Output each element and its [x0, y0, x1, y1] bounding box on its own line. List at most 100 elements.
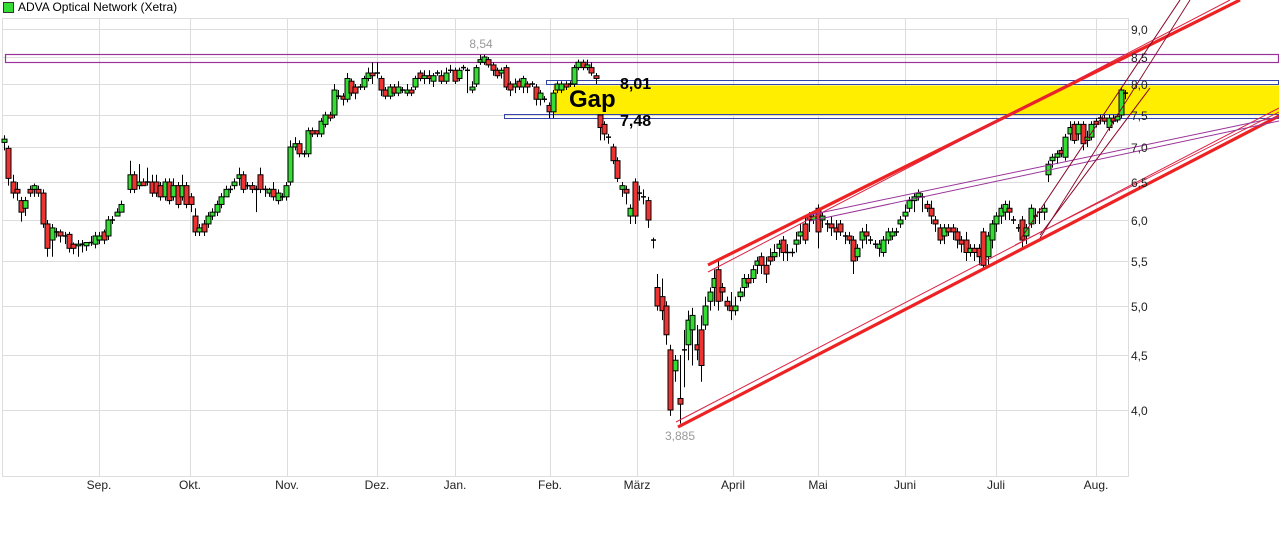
resistance-box: [4, 53, 1279, 64]
candle-body: [382, 89, 389, 97]
candle: [894, 227, 899, 236]
candle-body: [5, 147, 12, 179]
candle: [667, 344, 674, 416]
candle-body: [1088, 123, 1095, 138]
candle-body: [989, 223, 996, 241]
candle-body: [880, 239, 887, 254]
candle: [205, 212, 212, 228]
candle-body: [473, 67, 480, 85]
candle-body: [828, 223, 835, 229]
candle: [110, 216, 115, 224]
candle-body: [667, 349, 674, 411]
candle-body: [520, 77, 527, 88]
candles: [1, 54, 1128, 424]
candle: [584, 59, 591, 71]
candle-body: [70, 243, 77, 249]
candle: [375, 62, 380, 79]
candle-body: [924, 203, 931, 209]
candle-body: [309, 130, 316, 135]
candle: [318, 118, 325, 138]
candle-body: [66, 233, 73, 249]
candle: [66, 231, 73, 253]
candle: [530, 81, 535, 88]
candle-body: [1023, 227, 1030, 237]
candle: [305, 127, 312, 158]
candle-body: [327, 114, 334, 119]
candle: [57, 229, 64, 243]
candle: [889, 227, 896, 241]
candle-body: [270, 188, 277, 198]
candle: [448, 64, 453, 74]
candle: [928, 200, 935, 224]
candle: [989, 220, 996, 249]
candle: [651, 237, 656, 249]
candle: [245, 182, 250, 190]
candle: [218, 193, 225, 209]
candle: [854, 244, 861, 261]
candle: [201, 220, 208, 236]
candle: [249, 182, 256, 194]
candle-body: [724, 300, 731, 307]
candle-body: [469, 86, 476, 91]
candle: [1011, 216, 1016, 224]
x-tick-label: April: [721, 478, 745, 492]
candle-body: [408, 89, 415, 94]
candle-body: [802, 223, 809, 241]
candle-body: [897, 219, 904, 225]
candle-body: [846, 235, 853, 241]
candle-body: [118, 203, 125, 213]
gap-bottom-label: 7,48: [620, 113, 651, 130]
candle-body: [797, 231, 804, 237]
candle: [614, 157, 621, 182]
candle: [707, 287, 714, 311]
candle-body: [378, 77, 385, 91]
gap-fill: [553, 85, 1279, 116]
y-axis: 9,0 8,5 8,0 7,5 7,0 6,5 6,0 5,5 5,0 4,5 4,0: [1131, 23, 1148, 418]
candle-body: [945, 227, 952, 233]
candle: [14, 182, 21, 201]
candle-body: [114, 211, 121, 217]
candle-body: [257, 174, 264, 190]
candle: [223, 185, 230, 198]
candle: [10, 174, 17, 199]
candle: [659, 278, 666, 321]
candle: [322, 111, 329, 128]
candle: [550, 90, 557, 119]
candle: [702, 296, 709, 330]
candle-body: [49, 227, 56, 241]
candle: [131, 171, 138, 194]
candle: [287, 140, 294, 186]
candle: [950, 223, 957, 241]
candle-body: [928, 207, 935, 217]
candle-body: [1101, 117, 1108, 122]
candle-body: [287, 146, 294, 183]
candle-body: [575, 61, 582, 69]
candle-body: [793, 239, 800, 245]
x-tick-label: Okt.: [179, 478, 201, 492]
candle-body: [218, 196, 225, 205]
candle-body: [993, 215, 1000, 225]
candle: [846, 231, 853, 245]
candle: [228, 185, 233, 194]
candle: [627, 204, 634, 224]
candle-body: [902, 211, 909, 217]
candle-body: [1006, 207, 1013, 213]
candle: [183, 182, 190, 209]
x-tick-label: März: [624, 478, 651, 492]
candle-body: [490, 64, 497, 71]
candle: [240, 171, 247, 194]
candle: [31, 183, 38, 197]
candle: [44, 220, 51, 257]
candle: [490, 62, 497, 76]
candle: [837, 220, 844, 236]
candle: [192, 208, 199, 236]
candle: [677, 355, 684, 424]
candle-body: [369, 72, 376, 77]
candle: [971, 244, 978, 261]
candle-body: [702, 305, 709, 326]
candle: [715, 261, 722, 311]
candle-body: [31, 185, 38, 190]
candle: [83, 242, 90, 251]
candle-body: [619, 185, 626, 190]
candle-body: [654, 286, 661, 307]
